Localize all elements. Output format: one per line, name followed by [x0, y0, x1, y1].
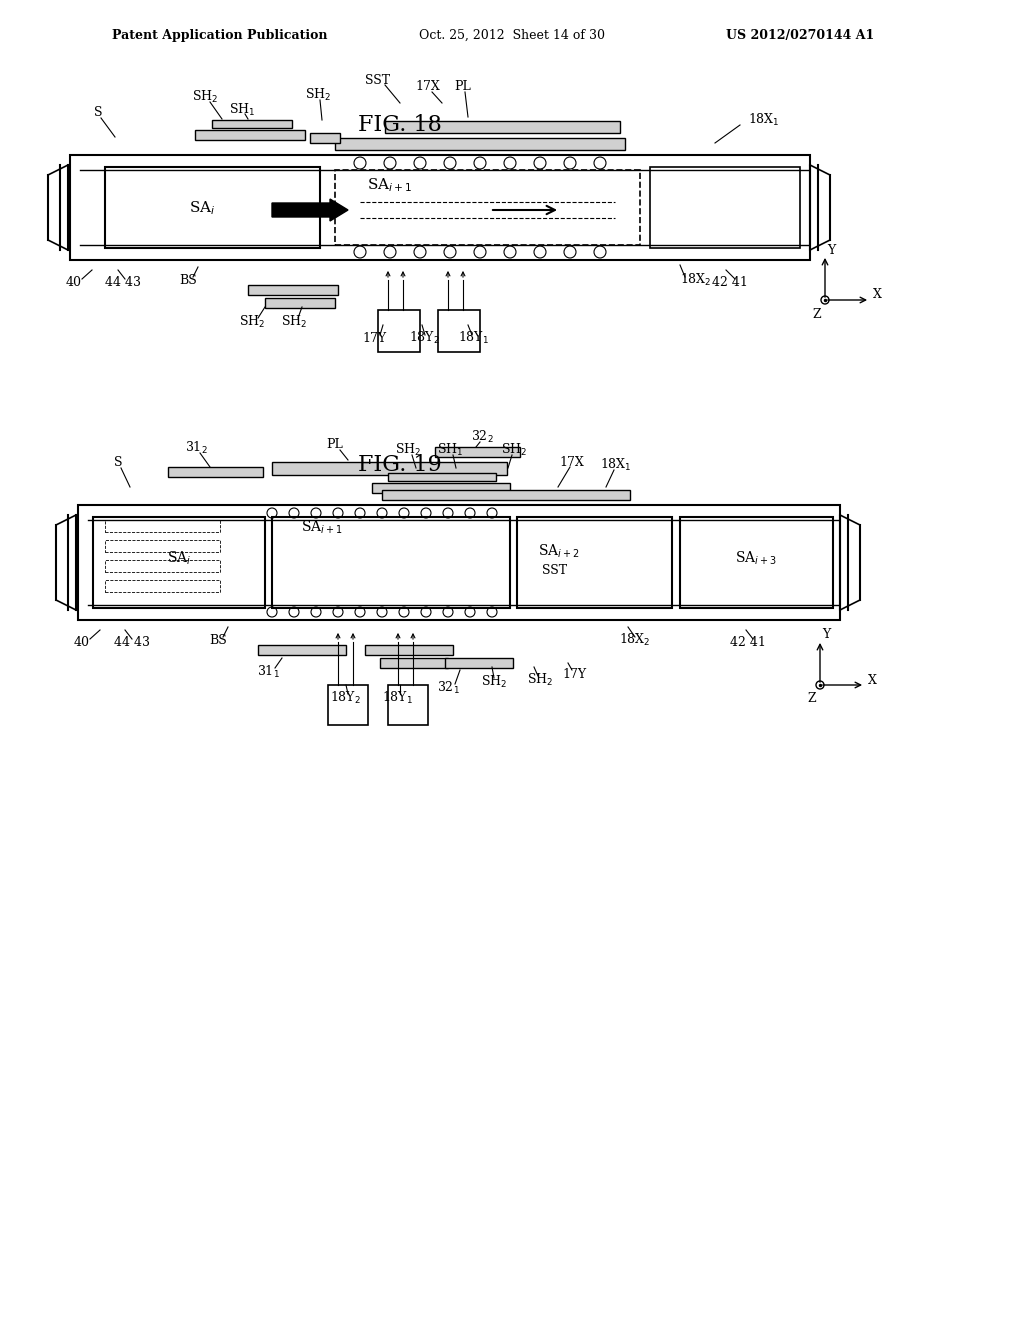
Text: Oct. 25, 2012  Sheet 14 of 30: Oct. 25, 2012 Sheet 14 of 30: [419, 29, 605, 41]
Text: 18X$_1$: 18X$_1$: [600, 457, 632, 473]
Text: 18X$_1$: 18X$_1$: [748, 112, 779, 128]
Text: SA$_{i+2}$: SA$_{i+2}$: [539, 543, 580, 560]
Bar: [93, 517, 265, 609]
Text: Z: Z: [813, 308, 821, 321]
Text: 44 43: 44 43: [114, 635, 150, 648]
Text: Patent Application Publication: Patent Application Publication: [113, 29, 328, 41]
Bar: [70, 154, 810, 260]
Text: S: S: [94, 107, 102, 120]
Bar: [365, 645, 453, 655]
Text: SH$_2$: SH$_2$: [501, 442, 527, 458]
Bar: [388, 685, 428, 725]
Text: SH$_1$: SH$_1$: [437, 442, 463, 458]
Text: 18Y$_2$: 18Y$_2$: [330, 690, 360, 706]
Bar: [378, 310, 420, 352]
Text: 44 43: 44 43: [105, 276, 141, 289]
Text: Y: Y: [826, 243, 836, 256]
Text: 32$_2$: 32$_2$: [471, 429, 494, 445]
Text: 18Y$_1$: 18Y$_1$: [459, 330, 489, 346]
Text: 18Y$_1$: 18Y$_1$: [383, 690, 414, 706]
Text: SH$_2$: SH$_2$: [481, 675, 507, 690]
Text: 17Y: 17Y: [563, 668, 587, 681]
Text: 17Y: 17Y: [362, 331, 387, 345]
Text: X: X: [867, 673, 877, 686]
Text: SST: SST: [366, 74, 390, 87]
Bar: [272, 517, 510, 609]
Text: SA$_{i+1}$: SA$_{i+1}$: [368, 176, 413, 194]
Bar: [382, 490, 630, 500]
Bar: [328, 685, 368, 725]
Text: 42 41: 42 41: [730, 635, 766, 648]
Bar: [168, 467, 263, 477]
Bar: [372, 483, 510, 492]
Bar: [248, 285, 338, 294]
Bar: [335, 139, 625, 150]
Bar: [258, 645, 346, 655]
Text: SH$_2$: SH$_2$: [239, 314, 265, 330]
Bar: [517, 517, 672, 609]
Text: SH$_2$: SH$_2$: [305, 87, 331, 103]
Bar: [105, 540, 220, 552]
Text: 32$_1$: 32$_1$: [436, 680, 460, 696]
Text: 17X: 17X: [416, 81, 440, 94]
Text: BS: BS: [179, 273, 197, 286]
Text: US 2012/0270144 A1: US 2012/0270144 A1: [726, 29, 874, 41]
Bar: [105, 560, 220, 572]
Bar: [105, 579, 220, 591]
Text: 18Y$_2$: 18Y$_2$: [409, 330, 439, 346]
Text: SA$_i$: SA$_i$: [188, 199, 215, 216]
Bar: [650, 168, 800, 248]
Text: S: S: [114, 457, 122, 470]
Bar: [445, 657, 513, 668]
Text: PL: PL: [455, 81, 471, 94]
Text: SH$_2$: SH$_2$: [395, 442, 421, 458]
Text: SST: SST: [543, 565, 567, 578]
Text: X: X: [872, 289, 882, 301]
Bar: [105, 168, 319, 248]
Text: PL: PL: [327, 438, 343, 451]
Text: 42 41: 42 41: [712, 276, 748, 289]
Text: Z: Z: [808, 693, 816, 705]
Bar: [78, 506, 840, 620]
Text: Y: Y: [822, 628, 830, 642]
Bar: [105, 520, 220, 532]
Text: 18X$_2$: 18X$_2$: [680, 272, 712, 288]
Text: BS: BS: [209, 634, 227, 647]
Bar: [212, 120, 292, 128]
Text: SA$_{i+1}$: SA$_{i+1}$: [301, 519, 343, 536]
Bar: [335, 170, 640, 246]
Bar: [385, 121, 620, 133]
Bar: [195, 129, 305, 140]
Text: 31$_2$: 31$_2$: [184, 440, 207, 455]
Bar: [272, 462, 507, 475]
Text: 31$_1$: 31$_1$: [257, 664, 280, 680]
Text: FIG. 18: FIG. 18: [358, 114, 442, 136]
Text: 40: 40: [74, 635, 90, 648]
Text: SH$_2$: SH$_2$: [527, 672, 553, 688]
Bar: [388, 473, 496, 480]
Bar: [438, 310, 480, 352]
Text: SH$_2$: SH$_2$: [281, 314, 307, 330]
Bar: [680, 517, 833, 609]
Bar: [380, 657, 449, 668]
Text: SH$_1$: SH$_1$: [228, 102, 255, 117]
Text: SA$_{i+3}$: SA$_{i+3}$: [735, 549, 777, 566]
Text: 40: 40: [66, 276, 82, 289]
Bar: [435, 447, 520, 457]
Text: 17X: 17X: [560, 455, 585, 469]
Text: SH$_2$: SH$_2$: [191, 88, 218, 106]
Text: FIG. 19: FIG. 19: [358, 454, 442, 477]
FancyArrow shape: [272, 199, 348, 220]
Text: 18X$_2$: 18X$_2$: [620, 632, 651, 648]
Bar: [265, 298, 335, 308]
Text: SA$_i$: SA$_i$: [167, 549, 191, 566]
Bar: [310, 133, 340, 143]
